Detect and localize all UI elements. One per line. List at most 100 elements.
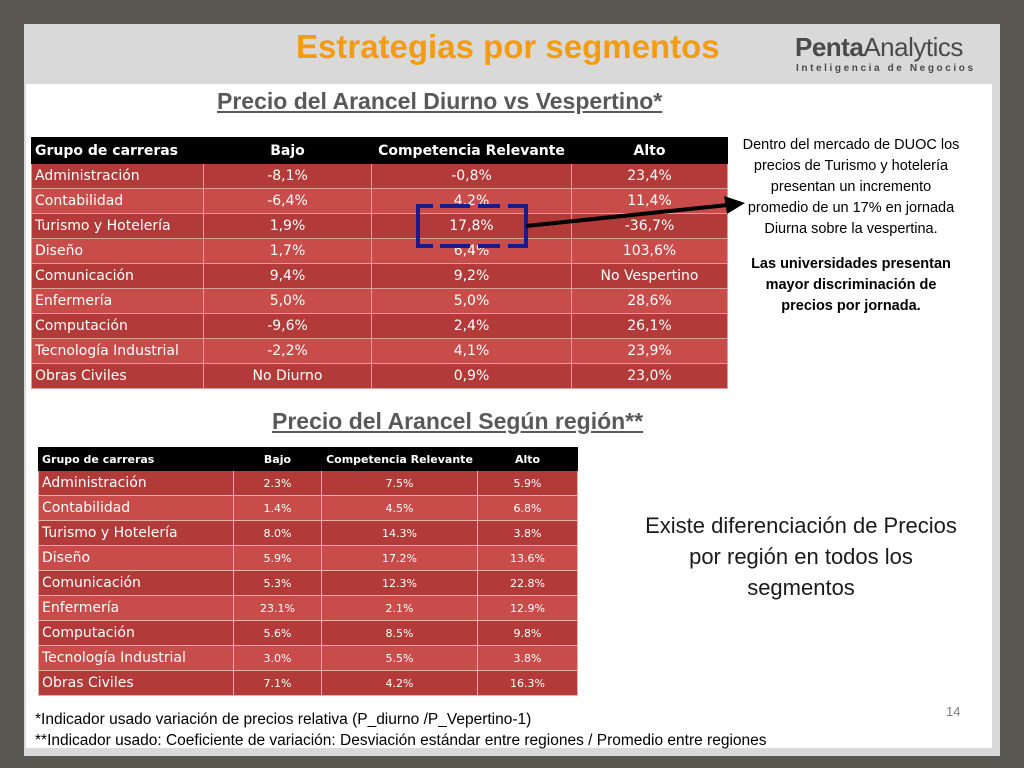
cell-alto: 3.8% (477, 520, 578, 546)
header-grupo: Grupo de carreras (31, 137, 204, 164)
cell-competencia: 6,4% (371, 238, 572, 264)
cell-bajo: 5.9% (233, 545, 322, 571)
header-competencia: Competencia Relevante (371, 137, 572, 164)
cell-alto: 13.6% (477, 545, 578, 571)
jornada-note: Dentro del mercado de DUOC los precios d… (740, 135, 962, 317)
cell-alto: 26,1% (571, 313, 728, 339)
cell-competencia: -0,8% (371, 163, 572, 189)
jornada-note-bold: Las universidades presentan mayor discri… (751, 256, 951, 314)
page-number: 14 (946, 704, 961, 719)
table-row: Administración -8,1% -0,8% 23,4% (31, 163, 728, 189)
cell-grupo: Contabilidad (38, 495, 234, 521)
cell-alto: 11,4% (571, 188, 728, 214)
table-row: Diseño 1,7% 6,4% 103,6% (31, 238, 728, 264)
cell-competencia: 4,1% (371, 338, 572, 364)
table-row: Administración 2.3% 7.5% 5.9% (38, 470, 578, 496)
table-row: Comunicación 9,4% 9,2% No Vespertino (31, 263, 728, 289)
cell-alto: 103,6% (571, 238, 728, 264)
cell-alto: 23,4% (571, 163, 728, 189)
header-competencia: Competencia Relevante (321, 447, 478, 471)
cell-bajo: 2.3% (233, 470, 322, 496)
logo-name-bold: Penta (795, 32, 864, 62)
header-bajo: Bajo (203, 137, 372, 164)
table-region: Grupo de carreras Bajo Competencia Relev… (38, 447, 578, 696)
cell-alto: 22.8% (477, 570, 578, 596)
cell-grupo: Comunicación (31, 263, 204, 289)
cell-competencia: 14.3% (321, 520, 478, 546)
cell-competencia: 5,0% (371, 288, 572, 314)
header-alto: Alto (571, 137, 728, 164)
header-grupo: Grupo de carreras (38, 447, 234, 471)
cell-bajo: 5,0% (203, 288, 372, 314)
table-row: Contabilidad -6,4% 4,2% 11,4% (31, 188, 728, 214)
cell-alto: 6.8% (477, 495, 578, 521)
company-logo: PentaAnalytics Inteligencia de Negocios (795, 32, 973, 80)
cell-bajo: 8.0% (233, 520, 322, 546)
section-title-jornada: Precio del Arancel Diurno vs Vespertino* (217, 88, 663, 114)
footnote-region: **Indicador usado: Coeficiente de variac… (35, 732, 767, 749)
cell-grupo: Diseño (31, 238, 204, 264)
cell-bajo: 23.1% (233, 595, 322, 621)
table-row: Enfermería 23.1% 2.1% 12.9% (38, 595, 578, 621)
cell-alto: 23,0% (571, 363, 728, 389)
cell-grupo: Tecnología Industrial (31, 338, 204, 364)
cell-bajo: 5.3% (233, 570, 322, 596)
table-row: Diseño 5.9% 17.2% 13.6% (38, 545, 578, 571)
cell-alto: No Vespertino (571, 263, 728, 289)
cell-grupo: Contabilidad (31, 188, 204, 214)
cell-bajo: -8,1% (203, 163, 372, 189)
cell-bajo: No Diurno (203, 363, 372, 389)
cell-alto: 23,9% (571, 338, 728, 364)
cell-bajo: 7.1% (233, 670, 322, 696)
cell-bajo: 3.0% (233, 645, 322, 671)
cell-competencia: 4.5% (321, 495, 478, 521)
cell-bajo: 5.6% (233, 620, 322, 646)
cell-alto: 5.9% (477, 470, 578, 496)
cell-competencia: 9,2% (371, 263, 572, 289)
jornada-note-text: Dentro del mercado de DUOC los precios d… (742, 137, 960, 237)
cell-competencia: 2.1% (321, 595, 478, 621)
cell-grupo: Computación (31, 313, 204, 339)
table-row: Contabilidad 1.4% 4.5% 6.8% (38, 495, 578, 521)
table-header-row: Grupo de carreras Bajo Competencia Relev… (31, 137, 728, 164)
logo-tagline: Inteligencia de Negocios (796, 63, 976, 74)
table-diurno-vespertino: Grupo de carreras Bajo Competencia Relev… (31, 137, 728, 389)
cell-bajo: 1,9% (203, 213, 372, 239)
cell-grupo: Computación (38, 620, 234, 646)
cell-grupo: Turismo y Hotelería (31, 213, 204, 239)
cell-bajo: 1,7% (203, 238, 372, 264)
cell-bajo: 1.4% (233, 495, 322, 521)
cell-alto: -36,7% (571, 213, 728, 239)
cell-grupo: Enfermería (31, 288, 204, 314)
cell-competencia: 4.2% (321, 670, 478, 696)
table-row: Enfermería 5,0% 5,0% 28,6% (31, 288, 728, 314)
header-bajo: Bajo (233, 447, 322, 471)
cell-competencia: 17.2% (321, 545, 478, 571)
cell-bajo: 9,4% (203, 263, 372, 289)
logo-name-regular: Analytics (863, 32, 963, 62)
table-row: Turismo y Hotelería 1,9% 17,8% -36,7% (31, 213, 728, 239)
cell-alto: 9.8% (477, 620, 578, 646)
cell-bajo: -2,2% (203, 338, 372, 364)
cell-alto: 28,6% (571, 288, 728, 314)
cell-grupo: Turismo y Hotelería (38, 520, 234, 546)
table-row: Turismo y Hotelería 8.0% 14.3% 3.8% (38, 520, 578, 546)
cell-grupo: Comunicación (38, 570, 234, 596)
cell-competencia: 5.5% (321, 645, 478, 671)
table-row: Tecnología Industrial 3.0% 5.5% 3.8% (38, 645, 578, 671)
cell-competencia: 12.3% (321, 570, 478, 596)
cell-bajo: -6,4% (203, 188, 372, 214)
cell-grupo: Obras Civiles (31, 363, 204, 389)
cell-grupo: Diseño (38, 545, 234, 571)
region-note: Existe diferenciación de Precios por reg… (645, 513, 957, 600)
cell-alto: 12.9% (477, 595, 578, 621)
table-row: Obras Civiles No Diurno 0,9% 23,0% (31, 363, 728, 389)
cell-competencia: 8.5% (321, 620, 478, 646)
cell-competencia: 2,4% (371, 313, 572, 339)
slide-title: Estrategias por segmentos (296, 28, 720, 65)
cell-grupo: Tecnología Industrial (38, 645, 234, 671)
table-row: Computación 5.6% 8.5% 9.8% (38, 620, 578, 646)
table-row: Obras Civiles 7.1% 4.2% 16.3% (38, 670, 578, 696)
cell-grupo: Administración (38, 470, 234, 496)
